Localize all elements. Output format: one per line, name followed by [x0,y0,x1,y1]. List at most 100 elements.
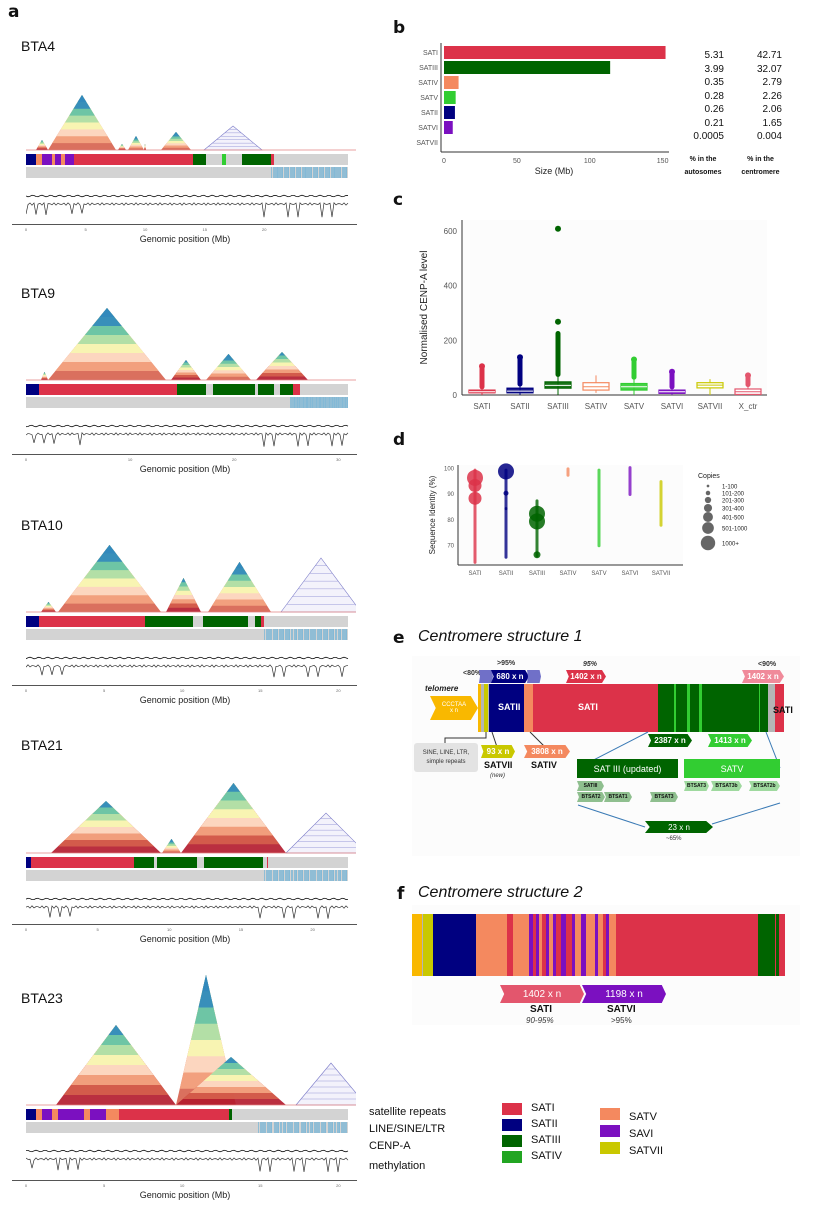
line-sine-stripe [293,629,297,640]
hic-heatmap [26,975,356,1106]
pct-centromere-value: 42.71 [756,50,782,61]
line-sine-stripe [308,397,311,408]
bar-segment-satv [686,684,691,732]
line-sine-stripe [310,870,313,881]
hic-band [202,975,210,992]
x-tick-label: SATIII [529,571,546,577]
hic-triangle [181,783,286,853]
bar-segment-satvi [545,914,549,976]
line-sine-stripe [314,1122,317,1133]
legend-size-circle [703,512,713,522]
bar-sativ [444,76,459,89]
line-sine-stripe [313,167,316,178]
line-sine-stripe [339,870,341,881]
legend-swatch-savi [600,1125,620,1137]
outlier-point [669,368,675,375]
line-sine-stripe [329,870,332,881]
legend-label: SATI [531,1102,555,1114]
legend-label: SATVII [629,1145,664,1157]
line-sine-stripe [343,1122,347,1133]
line-sine-stripe [344,167,348,178]
hic-band [181,578,186,583]
y-tick-label: SATIV [418,80,438,87]
y-tick-label: 0 [453,391,458,400]
sub-btsat2b: BTSAT2b [749,781,780,791]
line-sine-stripe [291,397,294,408]
line-sine-stripe [329,397,331,408]
pct-satii: >95% [497,660,516,667]
centromere-structure-1-bar [478,684,784,732]
legend-label: SATV [629,1111,657,1123]
track-segment-satii [26,384,39,395]
chevron-satvii: 93 x n [481,745,515,758]
satellite-repeats-track [26,154,348,165]
y-tick-label: SATVI [418,125,438,132]
hic-band [41,140,43,142]
line-sine-stripe [280,1122,283,1133]
line-sine-ltr-track [26,167,348,178]
cenpa-signal [26,194,349,198]
line-sine-stripe [321,397,324,408]
genomic-axis [12,454,357,455]
legend-label: SATIV [531,1150,562,1162]
point-bubble [468,491,482,505]
hic-band [184,360,188,363]
line-sine-stripe [327,629,329,640]
pct-centromere-value: 2.06 [762,104,782,115]
genomic-axis-title: Genomic position (Mb) [139,1190,231,1200]
x-tick-label: 50 [513,158,521,165]
line-sine-stripe [332,1122,334,1133]
track-segment-satii [26,857,31,868]
line-sine-stripe [296,1122,300,1133]
line-sine-stripe [286,167,290,178]
line-sine-stripe [320,1122,323,1133]
track-segment-satiii [257,384,274,395]
hic-triangle [58,545,161,612]
panel-d-letter: d [393,430,406,450]
track-segment-satiii [280,384,294,395]
line-sine-stripe [302,1122,306,1133]
line-sine-stripe [327,870,329,881]
line-sine-stripe [284,167,287,178]
y-tick-label: SATIII [419,65,438,72]
bar-segment-sati [603,914,606,976]
bar-segment-satiii [701,684,759,732]
track-segment-satiii [254,616,262,627]
hic-triangle [208,562,271,612]
bar-segment-sati [774,684,784,732]
bar-segment-satiii [776,914,780,976]
panel-e-connectors [444,731,781,828]
bar-segment-sati [565,914,573,976]
line-sine-stripe [276,870,278,881]
bar-segment-sati [555,914,562,976]
chevron-bottom: 23 x n [645,821,713,833]
line-sine-stripe [306,870,310,881]
cenpa-methylation-tracks [26,424,349,447]
chevron-satv: 1413 x n [708,734,752,747]
bar-satvi [444,121,453,134]
hic-band [225,354,232,358]
line-sine-stripe [274,629,278,640]
line-sine-ltr-track [26,629,348,640]
plot-background [458,465,683,565]
axis-tick-label: 10 [127,457,133,462]
line-sine-stripe [336,167,339,178]
legend-swatch-sativ [502,1151,522,1163]
line-sine-stripe [272,167,275,178]
line-sine-stripe [293,1122,296,1133]
bar-segment-satvii [483,684,489,732]
bar-segment-satii [489,684,524,732]
bar-segment-sativ [548,914,553,976]
line-sine-stripe [283,870,285,881]
chromosome-label: BTA4 [21,38,55,54]
line-sine-stripe [319,167,322,178]
hic-triangle [166,578,201,612]
line-sine-stripe [285,870,288,881]
line-sine-stripe [346,167,348,178]
cenpa-signal [26,1149,349,1153]
genomic-axis-title: Genomic position (Mb) [139,464,231,474]
genomic-axis-title: Genomic position (Mb) [139,234,231,244]
line-sine-stripe [318,629,322,640]
track-label-methylation: methylation [369,1160,426,1172]
bar-segment-satvi [572,914,576,976]
